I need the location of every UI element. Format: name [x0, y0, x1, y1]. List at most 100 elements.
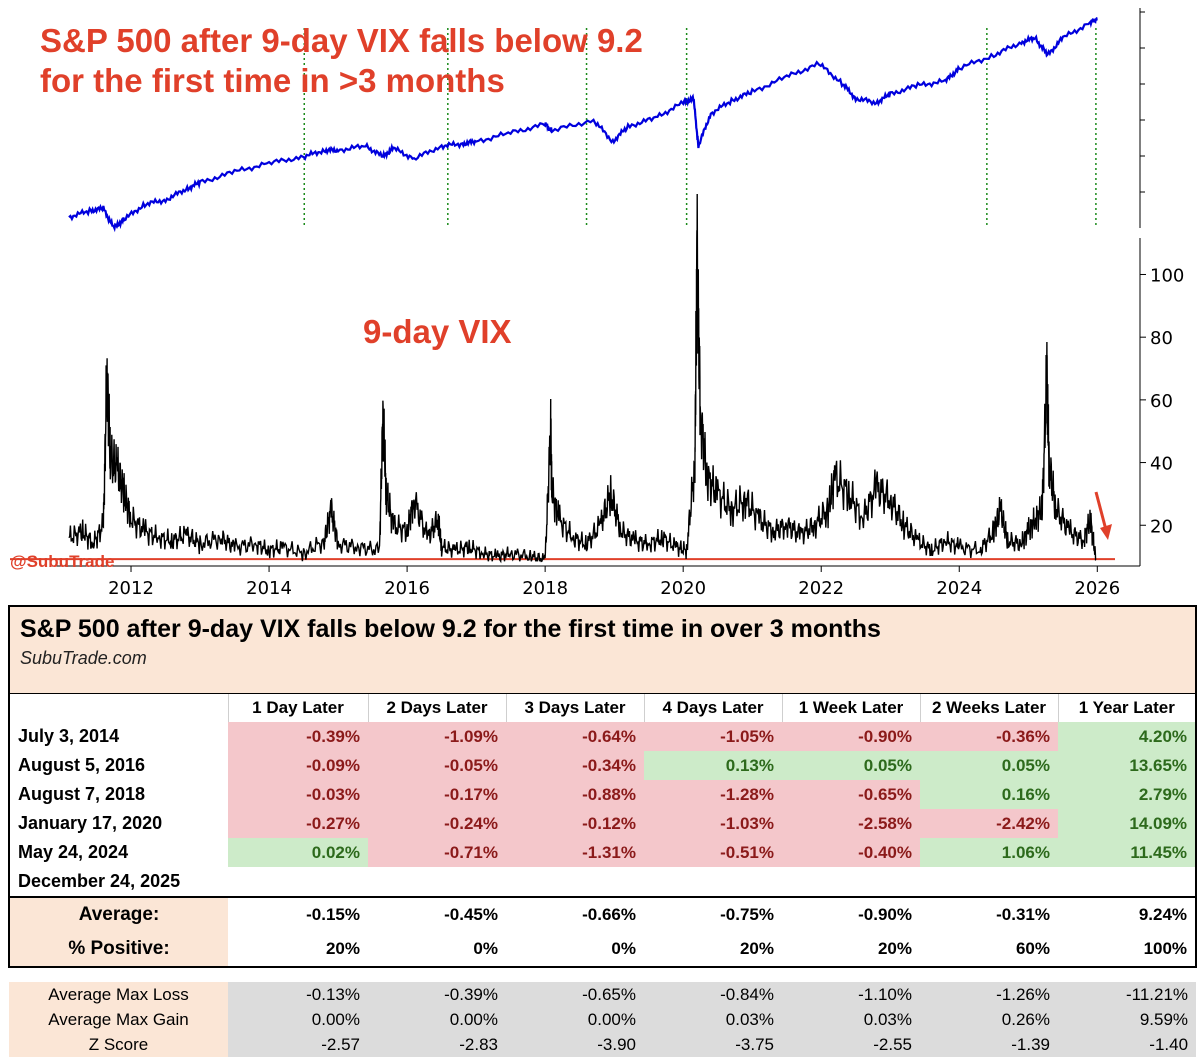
summary-value: 9.24%: [1058, 896, 1198, 932]
table-subtitle: SubuTrade.com: [20, 648, 147, 668]
cell-value: -0.90%: [782, 722, 920, 751]
xtick-label: 2022: [798, 578, 844, 599]
cell-value: -0.17%: [368, 780, 506, 809]
stat-value: -1.40: [1058, 1032, 1197, 1057]
stat-value: 0.26%: [920, 1007, 1058, 1032]
cell-value: 0.05%: [920, 751, 1058, 780]
stat-label: Z Score: [9, 1032, 228, 1057]
cell-value: -0.51%: [644, 838, 782, 867]
cell-value: -0.39%: [228, 722, 368, 751]
spx-chart-title-line-2: for the first time in >3 months: [40, 62, 505, 99]
summary-value: 0%: [506, 932, 644, 968]
stat-label: Average Max Loss: [9, 982, 228, 1007]
summary-value: -0.66%: [506, 896, 644, 932]
summary-value: 60%: [920, 932, 1058, 968]
stat-value: 0.00%: [368, 1007, 506, 1032]
summary-value: 20%: [782, 932, 920, 968]
stat-value: -11.21%: [1058, 982, 1197, 1007]
cell-value: -1.03%: [644, 809, 782, 838]
vix-chart-title: 9-day VIX: [363, 313, 512, 350]
column-header: 1 Day Later: [227, 693, 368, 722]
cell-value: 0.02%: [228, 838, 368, 867]
column-header: 2 Days Later: [367, 693, 506, 722]
xtick-label: 2026: [1074, 578, 1120, 599]
summary-value: -0.45%: [368, 896, 506, 932]
cell-value: -0.09%: [228, 751, 368, 780]
vix-ytick-label: 40: [1150, 454, 1173, 475]
column-header: 4 Days Later: [643, 693, 782, 722]
stat-value: -0.84%: [644, 982, 782, 1007]
stat-row: Average Max Gain 0.00% 0.00% 0.00% 0.03% 0.03…: [9, 1007, 1197, 1032]
cell-value: -0.34%: [506, 751, 644, 780]
table-row: January 17, 2020 -0.27% -0.24% -0.12% -1.03%…: [8, 809, 1198, 838]
stat-value: 9.59%: [1058, 1007, 1197, 1032]
row-date: July 3, 2014: [8, 722, 228, 751]
vix-series-line: [68, 193, 1097, 564]
cell-value: -0.40%: [782, 838, 920, 867]
xtick-label: 2012: [108, 578, 154, 599]
table-row: July 3, 2014 -0.39% -1.09% -0.64% -1.05% -0.9…: [8, 722, 1198, 751]
corner-cell: [8, 693, 228, 722]
row-date: August 5, 2016: [8, 751, 228, 780]
summary-value: -0.31%: [920, 896, 1058, 932]
stat-row: Z Score -2.57 -2.83 -3.90 -3.75 -2.55 -1.39 -1.…: [9, 1032, 1197, 1057]
stat-row: Average Max Loss -0.13% -0.39% -0.65% -0.84%…: [9, 982, 1197, 1007]
xtick-label: 2018: [522, 578, 568, 599]
xtick-label: 2020: [660, 578, 706, 599]
column-header-row: 1 Day Later 2 Days Later 3 Days Later 4 Day…: [8, 693, 1198, 722]
vix-ytick-label: 20: [1150, 516, 1173, 537]
cell-value: [782, 867, 920, 897]
row-date: August 7, 2018: [8, 780, 228, 809]
arrow-icon: [1094, 491, 1108, 531]
summary-row: % Positive: 20% 0% 0% 20% 20% 60% 100%: [8, 932, 1198, 968]
stat-value: -1.10%: [782, 982, 920, 1007]
cell-value: 2.79%: [1058, 780, 1198, 809]
row-date: December 24, 2025: [8, 867, 228, 897]
summary-value: 100%: [1058, 932, 1198, 968]
cell-value: [644, 867, 782, 897]
stat-value: 0.03%: [782, 1007, 920, 1032]
summary-value: 0%: [368, 932, 506, 968]
cell-value: -0.88%: [506, 780, 644, 809]
stat-value: 0.03%: [644, 1007, 782, 1032]
cell-value: 13.65%: [1058, 751, 1198, 780]
cell-value: [368, 867, 506, 897]
arrow-head-icon: [1100, 524, 1112, 540]
vix-ytick-label: 80: [1150, 328, 1173, 349]
column-header: 2 Weeks Later: [919, 693, 1058, 722]
cell-value: -2.42%: [920, 809, 1058, 838]
vix-ytick-label: 100: [1150, 265, 1184, 286]
cell-value: [920, 867, 1058, 897]
cell-value: -1.28%: [644, 780, 782, 809]
cell-value: -1.05%: [644, 722, 782, 751]
table-row: August 5, 2016 -0.09% -0.05% -0.34% 0.13% 0.0…: [8, 751, 1198, 780]
spx-chart-title-line-1: S&P 500 after 9-day VIX falls below 9.2: [40, 22, 643, 59]
table-row: December 24, 2025: [8, 867, 1198, 897]
table-row: May 24, 2024 0.02% -0.71% -1.31% -0.51% -0.40…: [8, 838, 1198, 867]
stat-value: 0.00%: [228, 1007, 368, 1032]
summary-value: 20%: [228, 932, 368, 968]
cell-value: -0.03%: [228, 780, 368, 809]
cell-value: 0.16%: [920, 780, 1058, 809]
stat-value: -2.55: [782, 1032, 920, 1057]
stat-value: -0.13%: [228, 982, 368, 1007]
cell-value: -0.71%: [368, 838, 506, 867]
cell-value: 11.45%: [1058, 838, 1198, 867]
summary-value: 20%: [644, 932, 782, 968]
cell-value: -2.58%: [782, 809, 920, 838]
cell-value: 0.13%: [644, 751, 782, 780]
spacer-row: [9, 967, 1196, 982]
cell-value: [228, 867, 368, 897]
stat-value: -1.26%: [920, 982, 1058, 1007]
vix-chart: 20 40 60 80 100 2012 2014 2016 2018 2020 2022 2024 2…: [10, 193, 1184, 599]
stat-label: Average Max Gain: [9, 1007, 228, 1032]
stat-value: -0.39%: [368, 982, 506, 1007]
summary-value: -0.90%: [782, 896, 920, 932]
cell-value: -0.64%: [506, 722, 644, 751]
stat-value: -2.83: [368, 1032, 506, 1057]
column-header: 3 Days Later: [505, 693, 644, 722]
stat-value: -3.75: [644, 1032, 782, 1057]
cell-value: [1058, 867, 1198, 897]
xtick-label: 2024: [936, 578, 982, 599]
cell-value: -1.31%: [506, 838, 644, 867]
